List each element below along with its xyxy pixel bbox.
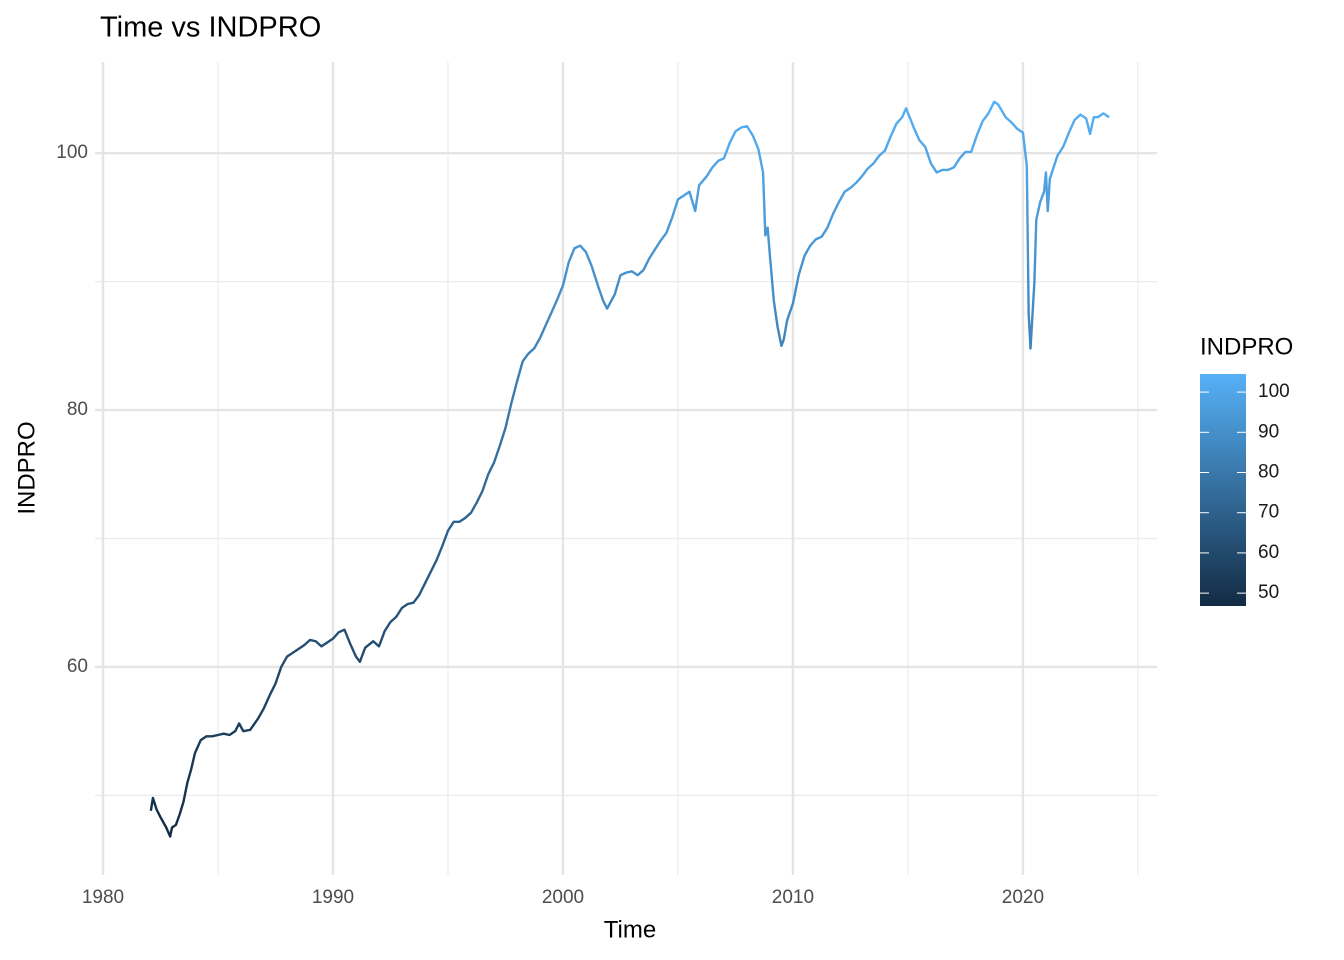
x-tick-label: 1990 <box>312 887 354 908</box>
x-tick-label: 2010 <box>772 887 814 908</box>
x-tick-label: 2020 <box>1002 887 1044 908</box>
x-axis-label: Time <box>604 916 656 943</box>
y-tick-label: 100 <box>56 142 88 163</box>
legend-label: 90 <box>1258 421 1279 442</box>
y-tick-label: 80 <box>67 399 88 420</box>
legend-label: 100 <box>1258 381 1290 402</box>
y-axis-label: INDPRO <box>13 421 40 514</box>
x-tick-label: 1980 <box>82 887 124 908</box>
legend-label: 80 <box>1258 462 1279 483</box>
y-tick-label: 60 <box>67 656 88 677</box>
legend-title: INDPRO <box>1200 333 1293 360</box>
legend-label: 60 <box>1258 542 1279 563</box>
colorbar <box>1200 374 1246 606</box>
data-line <box>149 100 1110 838</box>
chart-title: Time vs INDPRO <box>100 12 321 44</box>
x-tick-label: 2000 <box>542 887 584 908</box>
legend-label: 70 <box>1258 502 1279 523</box>
legend-label: 50 <box>1258 582 1279 603</box>
